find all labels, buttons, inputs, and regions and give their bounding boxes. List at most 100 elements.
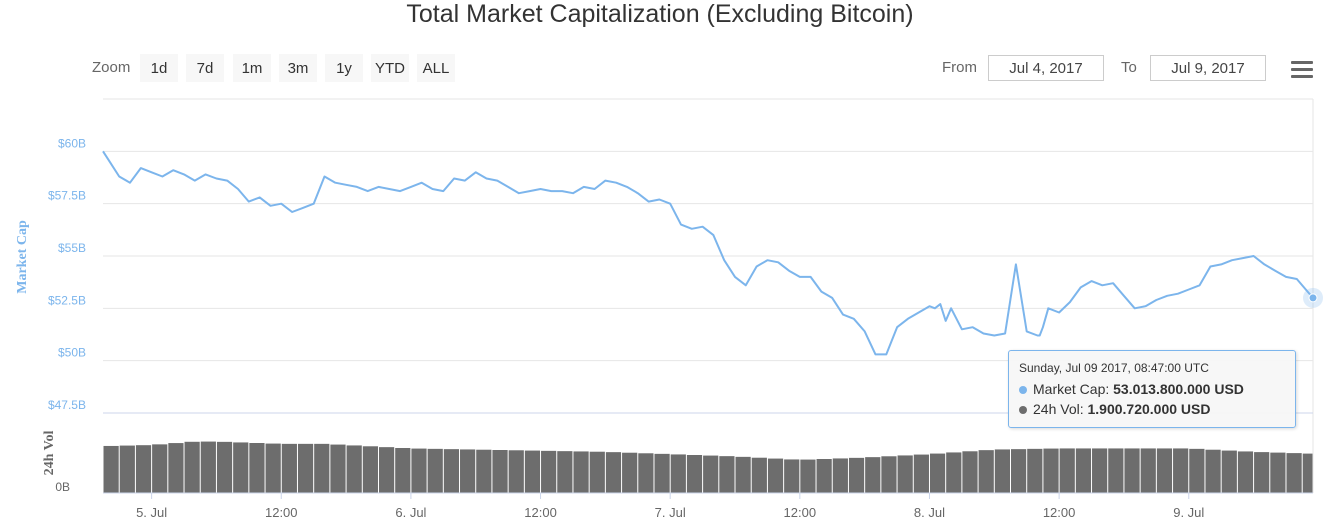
tooltip-volume-label: 24h Vol: [1033, 401, 1084, 417]
tooltip-volume-value: 1.900.720.000 USD [1087, 401, 1211, 417]
market-cap-line [102, 150, 1314, 356]
volume-bar [103, 445, 119, 493]
volume-bar [1189, 448, 1205, 493]
volume-bar [1092, 448, 1108, 493]
volume-bar [297, 443, 314, 493]
volume-bar [735, 456, 751, 493]
volume-bar [622, 452, 638, 493]
volume-bar [362, 446, 378, 493]
volume-bar [929, 453, 946, 493]
hover-point[interactable] [1308, 293, 1318, 303]
from-date-input[interactable]: Jul 4, 2017 [988, 55, 1104, 81]
zoom-ytd-button[interactable]: YTD [371, 54, 409, 82]
volume-bar [670, 454, 686, 493]
y-tick-label: $60B [58, 136, 86, 150]
hamburger-menu-icon[interactable] [1291, 61, 1313, 79]
volume-bar [962, 451, 978, 493]
x-tick-label: 12:00 [784, 505, 817, 520]
x-tick-label: 9. Jul [1173, 505, 1204, 520]
zoom-1m-button[interactable]: 1m [233, 54, 271, 82]
volume-bar [119, 445, 135, 493]
volume-bar [476, 449, 492, 493]
tooltip-market-cap-label: Market Cap: [1033, 381, 1110, 397]
volume-bar [832, 458, 848, 493]
volume-bar [1173, 448, 1189, 493]
volume-bar [557, 451, 573, 493]
market-cap-series-line [102, 150, 1314, 356]
volume-bar [800, 459, 816, 493]
volume-bar [460, 449, 476, 493]
x-tick-label: 7. Jul [655, 505, 686, 520]
volume-bar [541, 450, 557, 493]
y-axis-ticks: $47.5B $50B $52.5B $55B $57.5B $60B [48, 136, 86, 412]
volume-bar [1059, 448, 1075, 493]
volume-bar [654, 453, 670, 493]
volume-bar [1075, 448, 1092, 493]
volume-bar [1205, 449, 1221, 493]
volume-bar [1254, 452, 1270, 493]
x-tick-label: 12:00 [265, 505, 298, 520]
y-tick-label: $52.5B [48, 293, 86, 307]
x-tick-label: 6. Jul [395, 505, 426, 520]
volume-bar [508, 450, 524, 493]
volume-bar [1286, 453, 1302, 493]
y-tick-label: $50B [58, 346, 86, 360]
volume-bar [152, 444, 168, 493]
x-tick-label: 12:00 [1043, 505, 1076, 520]
to-label: To [1121, 59, 1137, 76]
volume-bar [1108, 448, 1124, 493]
volume-bar [1043, 448, 1059, 493]
volume-bar [346, 445, 362, 493]
volume-bar [1124, 448, 1140, 493]
volume-bar [281, 443, 297, 493]
volume-y-tick-label: 0B [55, 480, 70, 494]
volume-bar [589, 451, 605, 493]
volume-bar [1156, 448, 1173, 493]
volume-bar [524, 450, 541, 493]
volume-bar [427, 448, 443, 493]
volume-bar [233, 442, 249, 493]
y-tick-label: $57.5B [48, 189, 86, 203]
volume-bar [994, 449, 1010, 493]
to-date-input[interactable]: Jul 9, 2017 [1150, 55, 1266, 81]
volume-bar [135, 445, 152, 493]
volume-bar [686, 455, 703, 493]
volume-bar [249, 443, 265, 493]
zoom-7d-button[interactable]: 7d [186, 54, 224, 82]
volume-bar [605, 452, 622, 493]
volume-bar [1140, 448, 1156, 493]
volume-bar [719, 456, 735, 493]
zoom-1d-button[interactable]: 1d [140, 54, 178, 82]
volume-bar [1221, 450, 1237, 493]
y-tick-label: $55B [58, 241, 86, 255]
volume-dot-icon [1019, 406, 1027, 415]
volume-bar [913, 454, 929, 493]
volume-bar [1011, 449, 1027, 493]
zoom-all-button[interactable]: ALL [417, 54, 455, 82]
volume-bar [848, 457, 865, 493]
volume-bar [946, 452, 962, 493]
volume-bar [492, 450, 508, 493]
volume-bar [897, 455, 913, 493]
volume-bar [200, 441, 216, 493]
volume-axis-label: 24h Vol [42, 431, 57, 476]
zoom-label: Zoom [92, 59, 131, 76]
volume-bar [443, 449, 460, 493]
x-tick-label: 12:00 [524, 505, 557, 520]
volume-bar [1027, 448, 1043, 493]
volume-bar [395, 448, 411, 493]
market-cap-dot-icon [1019, 386, 1027, 395]
volume-bar [703, 455, 719, 493]
volume-bars [103, 441, 1313, 493]
zoom-3m-button[interactable]: 3m [279, 54, 317, 82]
volume-bar [816, 459, 832, 493]
tooltip-market-cap-row: Market Cap: 53.013.800.000 USD [1019, 381, 1285, 397]
chart-tooltip: Sunday, Jul 09 2017, 08:47:00 UTC Market… [1008, 350, 1296, 428]
volume-bar [216, 441, 233, 493]
zoom-1y-button[interactable]: 1y [325, 54, 363, 82]
volume-bar [411, 448, 427, 493]
tooltip-market-cap-value: 53.013.800.000 USD [1113, 381, 1244, 397]
market-cap-axis-label: Market Cap [15, 220, 30, 294]
volume-bar [265, 443, 281, 493]
